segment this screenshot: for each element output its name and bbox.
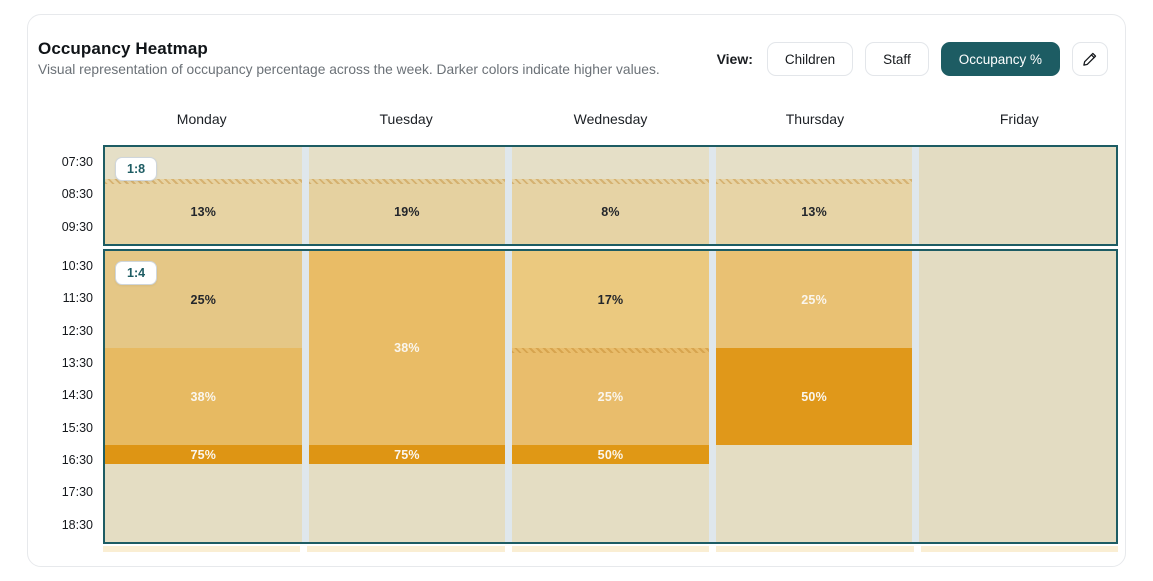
column-footer-strip-thursday [716,546,914,552]
day-header-friday: Friday [999,111,1039,127]
heatmap-cell[interactable]: 25% [715,251,913,348]
heatmap-cell[interactable] [715,445,913,542]
cell-value-label: 13% [801,204,827,219]
heatmap-column-wednesday: 17% 25% 50% [512,251,709,542]
heatmap-grid: Monday Tuesday Wednesday Thursday Friday 1:8… [103,111,1119,558]
heatmap-column-wednesday: 8% [512,147,709,244]
cell-value-label: 17% [597,292,624,307]
heatmap-column-monday: 13% [105,147,302,244]
ratio-region-1-4: 1:4 25% 38% 75% 38% 75% 17% 25% 50% 25% 50% [103,249,1118,544]
cell-value-label: 38% [190,389,217,404]
heatmap-cell[interactable] [919,147,1116,244]
time-label-1130: 11:30 [62,291,93,306]
time-label-1330: 13:30 [61,356,93,371]
day-header-thursday: Thursday [785,111,845,127]
heatmap-cell[interactable] [308,464,506,542]
day-header-wednesday: Wednesday [573,111,648,127]
cell-value-label: 19% [394,204,420,219]
heatmap-column-tuesday: 38% 75% [308,251,506,542]
column-footer-strip-tuesday [307,546,505,552]
heatmap-cell[interactable] [715,147,913,180]
cell-value-label: 75% [190,447,217,462]
heatmap-column-thursday: 25% 50% [715,251,913,542]
heatmap-cell[interactable]: 19% [308,179,506,244]
time-label-1230: 12:30 [61,323,93,338]
heatmap-column-friday [919,147,1116,244]
cell-value-label: 13% [190,204,217,219]
heatmap-cell[interactable]: 13% [105,179,302,244]
view-controls: View: Children Staff Occupancy % [717,42,1108,76]
heatmap-cell[interactable]: 8% [512,179,709,244]
time-axis: 07:30 08:30 09:30 10:30 11:30 12:30 13:30 14:30… [46,111,93,556]
heatmap-cell[interactable]: 25% [512,348,709,445]
cell-value-label: 38% [394,341,420,355]
day-headers: Monday Tuesday Wednesday Thursday Friday [103,111,1118,131]
ratio-region-1-8: 1:8 13% 19% 8% 13% [103,145,1118,246]
occupancy-heatmap-card: Occupancy Heatmap Visual representation … [27,14,1126,567]
time-label-0730: 07:30 [61,155,93,170]
heatmap-cell[interactable]: 50% [512,445,709,465]
heatmap-column-monday: 25% 38% 75% [105,251,302,542]
ratio-badge-1-4: 1:4 [115,261,158,285]
cell-value-label: 25% [801,292,827,307]
pencil-icon [1082,51,1098,67]
cell-value-label: 50% [597,447,624,462]
column-footer-strip-wednesday [511,546,710,552]
heatmap-cell[interactable] [512,147,709,180]
page-subtitle: Visual representation of occupancy perce… [38,62,660,77]
page-title: Occupancy Heatmap [38,39,208,58]
time-label-0830: 08:30 [61,187,93,202]
heatmap-cell[interactable]: 38% [308,251,506,445]
day-header-monday: Monday [176,111,227,127]
time-label-1730: 17:30 [61,485,93,500]
column-footer-strip-monday [103,546,301,552]
region-a-columns: 13% 19% 8% 13% [105,147,1116,244]
heatmap-cell[interactable]: 13% [715,179,913,244]
cell-value-label: 50% [801,389,827,404]
cell-value-label: 25% [190,292,217,307]
cell-value-label: 25% [597,389,624,404]
column-footer-strip-friday [920,546,1119,552]
time-label-1830: 18:30 [61,517,93,532]
view-label: View: [716,51,753,67]
heatmap-cell[interactable] [308,147,506,180]
heatmap-cell[interactable]: 25% [105,251,302,348]
heatmap-cell[interactable]: 38% [105,348,302,445]
view-button-children[interactable]: Children [766,42,854,76]
edit-button[interactable] [1072,42,1108,76]
time-label-1630: 16:30 [61,453,93,468]
heatmap-column-thursday: 13% [715,147,913,244]
view-button-staff[interactable]: Staff [865,42,929,76]
heatmap-cell[interactable]: 75% [105,445,302,465]
cell-value-label: 75% [394,447,420,462]
time-label-1030: 10:30 [61,259,93,274]
time-label-1430: 14:30 [61,388,93,403]
time-label-1530: 15:30 [61,420,93,435]
heatmap-cell[interactable] [105,464,302,542]
region-b-columns: 25% 38% 75% 38% 75% 17% 25% 50% 25% 50% [105,251,1116,542]
day-header-tuesday: Tuesday [379,111,433,127]
ratio-badge-1-8: 1:8 [115,157,158,181]
footer-strips [103,546,1119,552]
time-label-0930: 09:30 [61,219,93,234]
view-button-occupancy[interactable]: Occupancy % [940,42,1060,76]
cell-value-label: 8% [601,204,620,219]
heatmap-cell[interactable]: 75% [308,445,506,465]
heatmap-cell[interactable] [512,464,709,542]
heatmap-column-friday [919,251,1116,542]
heatmap-column-tuesday: 19% [308,147,506,244]
heatmap-cell[interactable]: 17% [512,251,709,348]
heatmap-cell[interactable] [919,251,1116,542]
heatmap-cell[interactable]: 50% [715,348,913,445]
